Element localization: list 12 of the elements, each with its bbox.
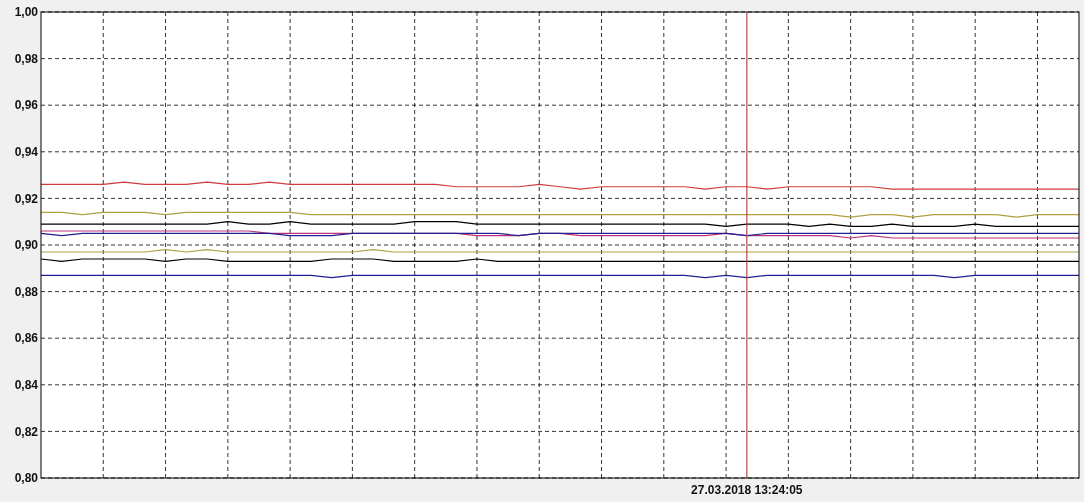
y-tick-label: 0,92 — [14, 191, 39, 206]
y-tick-label: 0,88 — [14, 284, 39, 299]
y-tick-label: 0,82 — [14, 424, 39, 439]
y-tick-label: 0,84 — [14, 378, 39, 392]
x-tick-label: 27.03.2018 13:24:05 — [691, 483, 803, 497]
y-tick-label: 0,86 — [14, 331, 39, 346]
y-tick-label: 0,94 — [14, 145, 39, 159]
y-tick-label: 0,98 — [14, 51, 39, 66]
y-tick-label: 1,00 — [14, 5, 39, 20]
y-tick-label: 0,80 — [14, 471, 39, 486]
y-tick-label: 0,90 — [14, 238, 39, 253]
y-tick-label: 0,96 — [14, 98, 39, 113]
